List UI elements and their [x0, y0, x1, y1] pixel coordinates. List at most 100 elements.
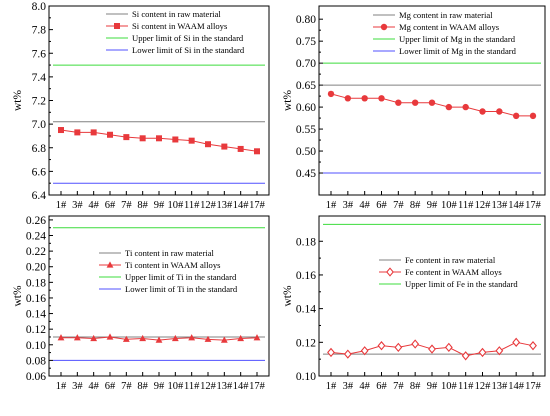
legend: Si content in raw material Si content in … [106, 9, 245, 55]
y-tick-label: 7.6 [32, 48, 47, 60]
x-tick-label: 11# [458, 381, 474, 392]
data-point [529, 341, 537, 351]
y-tick-label: 0.75 [296, 36, 316, 48]
legend-label: Lower limit of Ti in the standard [125, 284, 238, 294]
data-point [139, 135, 146, 142]
legend-marker [106, 261, 114, 268]
y-tick-label: 6.8 [32, 143, 47, 155]
x-tick-label: 13# [491, 200, 508, 211]
data-point [123, 134, 130, 141]
y-axis-label: wt% [282, 90, 294, 112]
x-tick-label: 4# [359, 200, 370, 211]
y-tick-label: 0.22 [26, 246, 46, 258]
data-point [254, 148, 260, 155]
chart-panel-4: 0.10 0.12 0.14 0.16 0.18 1# 3# 4# 6# 7# 8# 9# 10# 11#… [282, 215, 546, 392]
data-point [478, 347, 487, 358]
data-point [411, 99, 419, 106]
data-point [139, 334, 147, 342]
data-point [90, 129, 97, 136]
y-tick-label: 0.20 [26, 262, 46, 274]
x-tick-label: 17# [525, 381, 542, 392]
legend-label: Upper limit of Mg in the standard [399, 34, 516, 44]
y-tick-label: 0.70 [296, 58, 316, 70]
x-tick-label: 8# [137, 381, 148, 392]
data-point [156, 135, 162, 142]
y-tick-label: 0.55 [296, 124, 316, 136]
x-tick-label: 14# [508, 381, 525, 392]
data-point [188, 137, 195, 144]
y-tick-label: 6.4 [32, 190, 47, 202]
x-tick-label: 8# [410, 200, 421, 211]
data-point [395, 99, 402, 106]
x-tick-label: 11# [184, 381, 200, 392]
legend-label: Lower limit of Mg in the standard [399, 46, 517, 56]
y-tick-label: 0.14 [296, 304, 316, 316]
data-point [512, 112, 520, 120]
data-point [205, 141, 211, 148]
y-tick-label: 7.0 [32, 119, 47, 131]
data-point [204, 335, 212, 342]
legend-label: Mg content in raw material [399, 10, 493, 20]
x-tick-label: 14# [233, 200, 250, 211]
x-tick-label: 11# [184, 200, 200, 211]
data-point [462, 103, 469, 111]
data-point [343, 349, 352, 359]
x-tick-label: 7# [121, 200, 132, 211]
x-tick-label: 4# [359, 381, 370, 392]
data-point [445, 103, 453, 111]
data-point [237, 145, 244, 152]
y-tick-label: 0.10 [26, 340, 46, 352]
x-tick-label: 1# [326, 200, 337, 211]
y-tick-label: 0.08 [26, 355, 46, 367]
x-tick-label: 10# [167, 200, 184, 211]
data-point [74, 129, 81, 136]
y-axis-label: wt% [282, 285, 294, 307]
data-point [253, 334, 261, 341]
x-tick-label: 6# [105, 200, 116, 211]
data-point [394, 342, 403, 353]
data-point [360, 346, 369, 356]
x-tick-label: 1# [56, 200, 67, 211]
data-point [377, 341, 386, 351]
data-point [428, 344, 436, 354]
y-tick-label: 0.60 [296, 102, 316, 114]
legend-label: Mg content in WAAM alloys [399, 22, 500, 32]
x-tick-label: 9# [427, 381, 438, 392]
data-point [220, 336, 228, 343]
x-tick-label: 14# [233, 381, 250, 392]
y-tick-label: 0.16 [296, 270, 316, 282]
y-tick-label: 0.26 [26, 215, 46, 227]
y-tick-label: 0.12 [296, 337, 316, 349]
x-tick-label: 3# [72, 381, 83, 392]
y-tick-label: 6.6 [32, 166, 47, 178]
data-point [529, 112, 537, 120]
legend-marker [114, 23, 120, 29]
x-tick-label: 7# [121, 381, 132, 392]
y-axis-label: wt% [12, 285, 24, 307]
legend-label: Si content in raw material [132, 9, 221, 19]
x-tick-label: 13# [216, 381, 233, 392]
x-tick-label: 10# [167, 381, 184, 392]
x-tick-label: 4# [88, 381, 99, 392]
x-tick-label: 10# [441, 381, 458, 392]
y-tick-label: 0.45 [296, 168, 316, 180]
y-tick-label: 0.10 [296, 371, 316, 383]
data-point [344, 95, 352, 102]
x-tick-label: 17# [525, 200, 542, 211]
x-tick-label: 11# [458, 200, 474, 211]
data-point [512, 337, 521, 347]
data-point [172, 136, 179, 143]
data-point [73, 334, 81, 341]
x-tick-label: 6# [376, 381, 387, 392]
legend-label: Fe content in WAAM alloys [405, 267, 502, 277]
y-tick-label: 8.0 [32, 1, 47, 13]
y-tick-label: 0.16 [26, 293, 46, 305]
y-tick-label: 0.18 [296, 236, 316, 248]
data-point [444, 342, 453, 353]
y-tick-label: 0.14 [26, 309, 46, 321]
legend: Ti content in raw material Ti content in … [99, 248, 238, 294]
data-point [378, 95, 385, 102]
x-tick-label: 17# [249, 381, 266, 392]
x-tick-label: 7# [393, 381, 404, 392]
